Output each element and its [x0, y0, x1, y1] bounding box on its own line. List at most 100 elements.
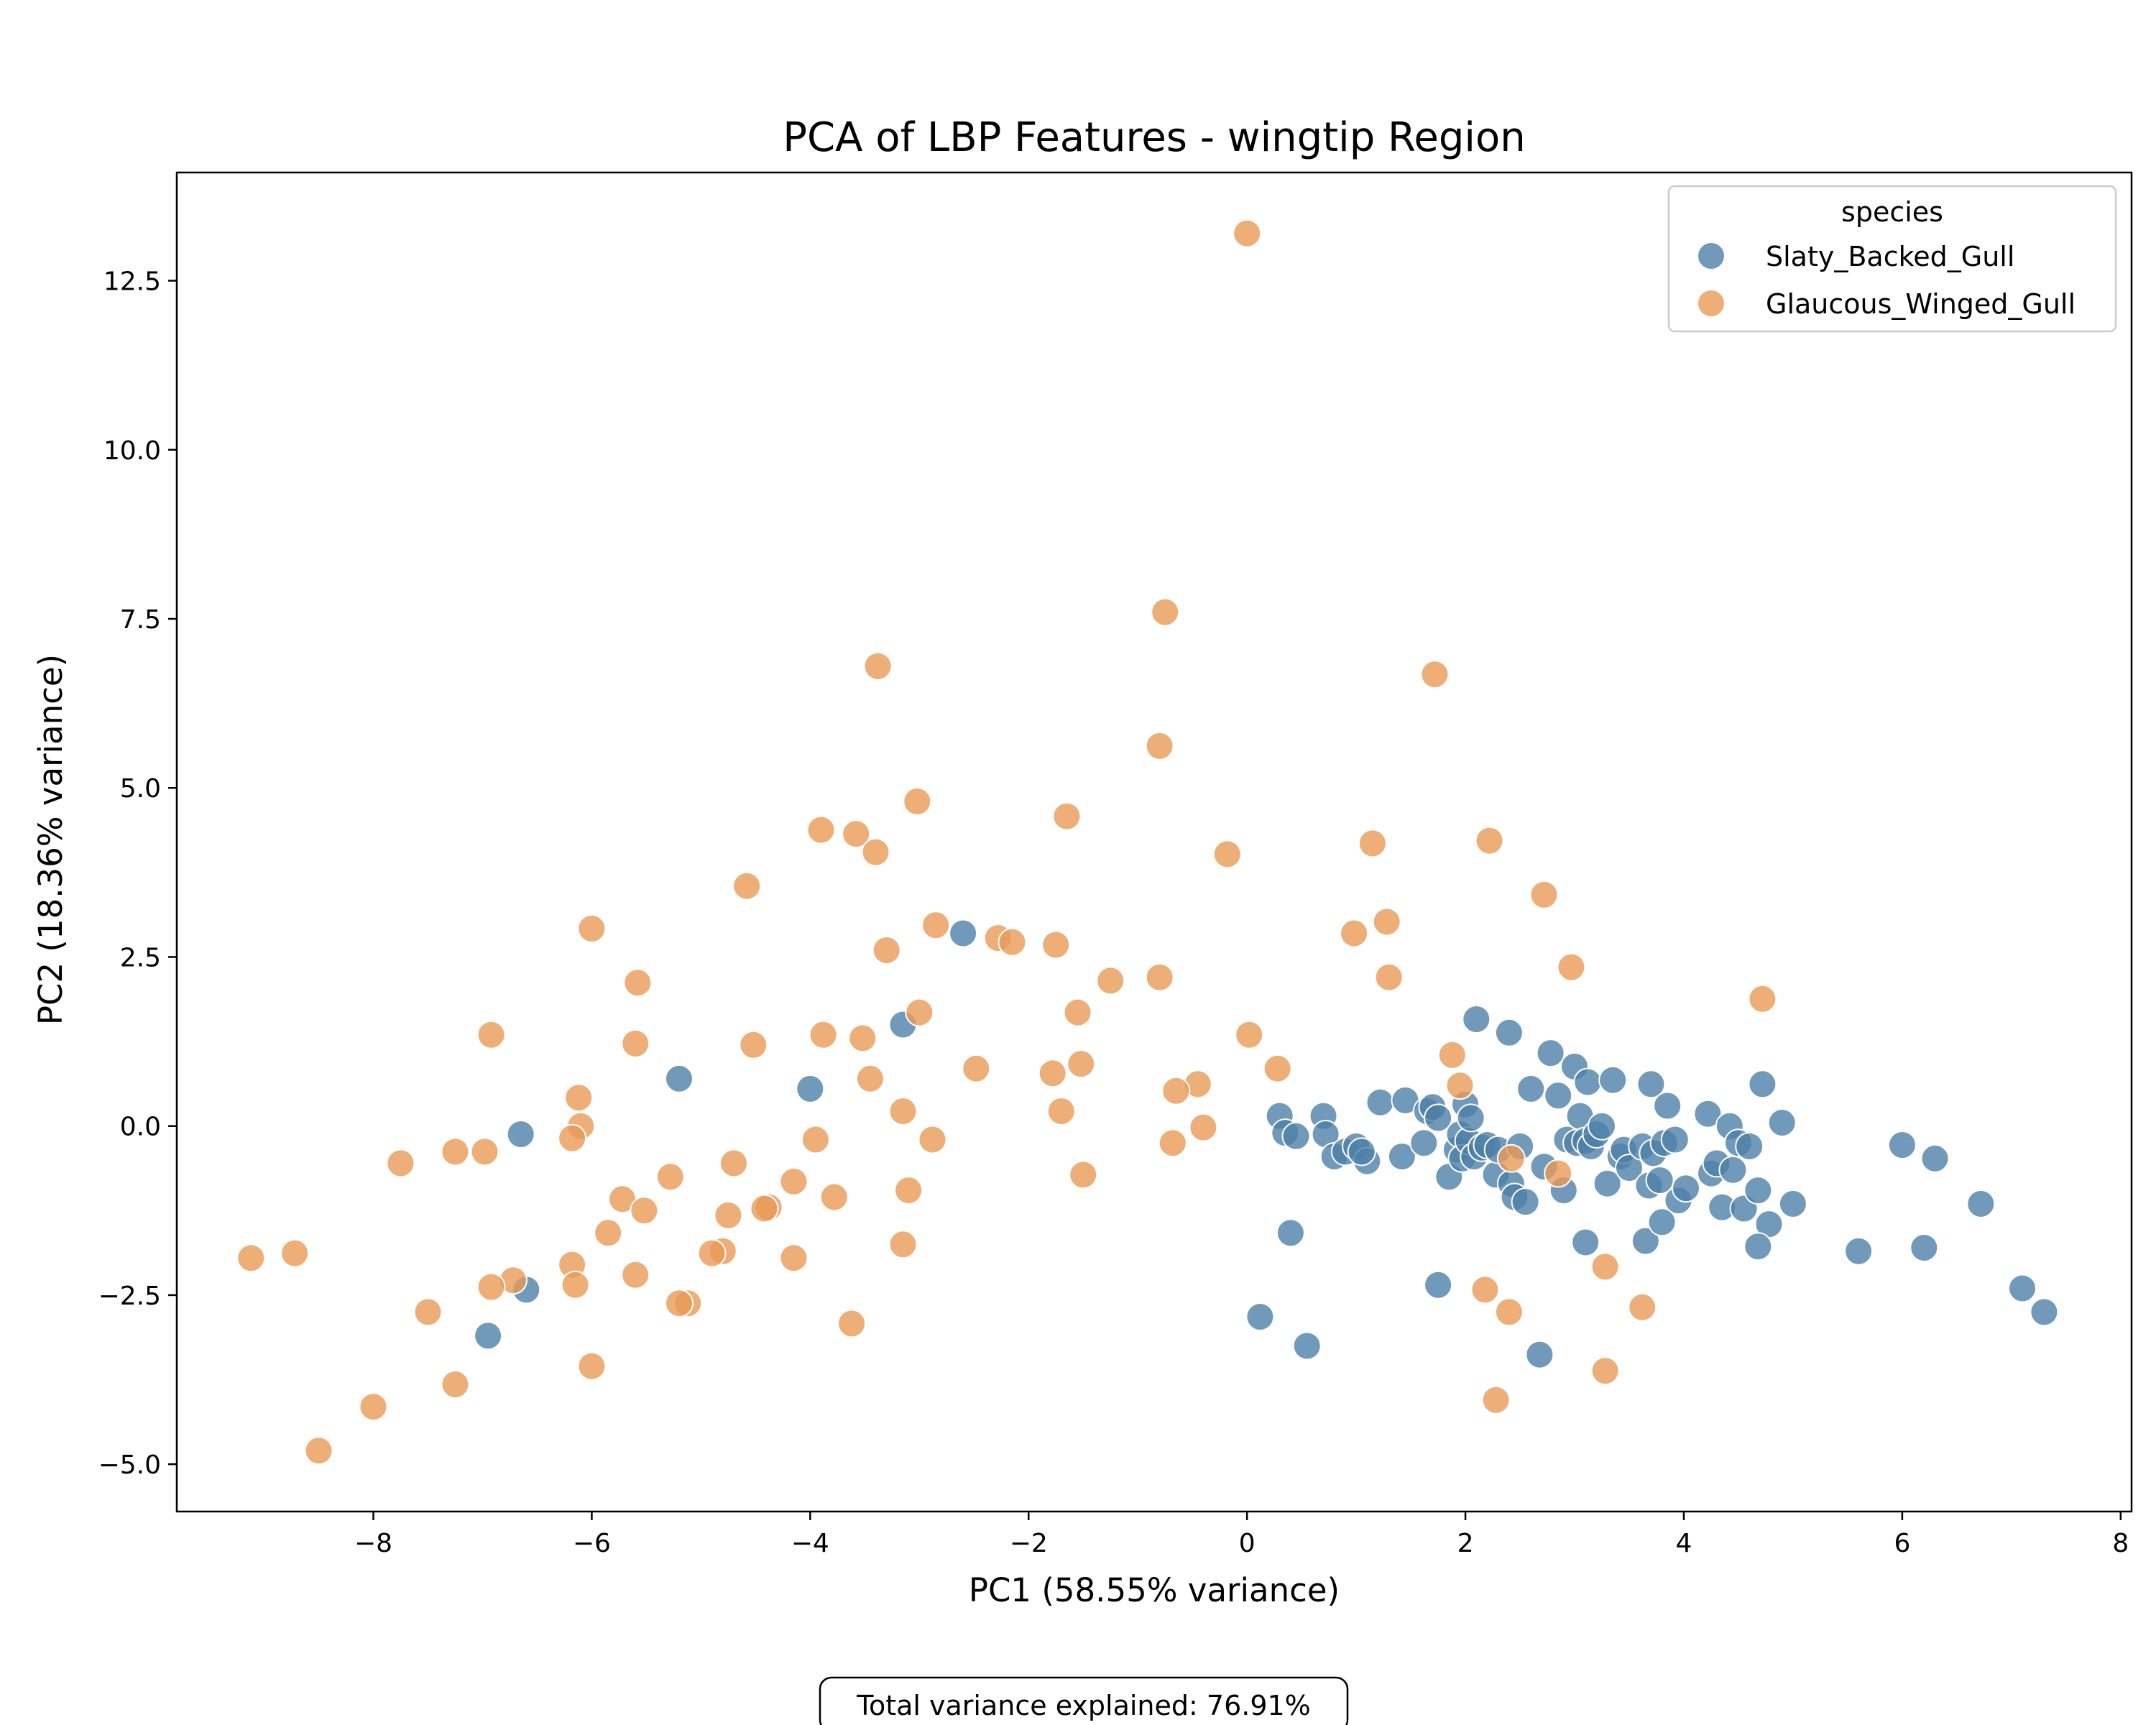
point-slaty-backed-gull-90 — [1245, 1302, 1275, 1331]
point-slaty-backed-gull-44 — [1536, 1039, 1565, 1068]
point-slaty-backed-gull-70 — [1672, 1174, 1700, 1203]
point-slaty-backed-gull-0 — [949, 919, 978, 948]
point-glaucous-winged-gull-72 — [888, 1230, 918, 1259]
point-glaucous-winged-gull-51 — [558, 1123, 587, 1153]
point-glaucous-winged-gull-63 — [779, 1167, 808, 1196]
point-slaty-backed-gull-85 — [1571, 1228, 1600, 1257]
point-glaucous-winged-gull-48 — [1046, 1097, 1076, 1126]
y-tick-label: 7.5 — [120, 605, 161, 635]
point-glaucous-winged-gull-5 — [903, 787, 932, 816]
point-glaucous-winged-gull-96 — [304, 1436, 333, 1466]
legend-label-slaty-backed-gull: Slaty_Backed_Gull — [1766, 241, 2014, 272]
point-slaty-backed-gull-45 — [1544, 1081, 1573, 1110]
total-variance-text: Total variance explained: 76.91% — [856, 1690, 1311, 1721]
point-glaucous-winged-gull-22 — [872, 936, 901, 965]
point-glaucous-winged-gull-35 — [621, 1029, 650, 1058]
point-glaucous-winged-gull-88 — [1470, 1275, 1500, 1305]
point-slaty-backed-gull-86 — [1631, 1226, 1660, 1256]
point-glaucous-winged-gull-57 — [386, 1149, 415, 1178]
point-glaucous-winged-gull-89 — [1494, 1297, 1524, 1327]
point-glaucous-winged-gull-64 — [894, 1176, 923, 1205]
point-slaty-backed-gull-60 — [1615, 1154, 1644, 1182]
legend-label-glaucous-winged-gull: Glaucous_Winged_Gull — [1766, 288, 2076, 320]
point-glaucous-winged-gull-29 — [905, 998, 934, 1027]
point-glaucous-winged-gull-59 — [1496, 1144, 1526, 1173]
point-glaucous-winged-gull-26 — [1145, 962, 1174, 992]
point-slaty-backed-gull-67 — [1653, 1091, 1682, 1121]
point-glaucous-winged-gull-74 — [697, 1238, 727, 1268]
point-slaty-backed-gull-88 — [1743, 1232, 1773, 1261]
point-glaucous-winged-gull-92 — [441, 1370, 470, 1399]
point-glaucous-winged-gull-17 — [1372, 907, 1401, 937]
point-glaucous-winged-gull-71 — [594, 1218, 623, 1248]
point-slaty-backed-gull-4 — [506, 1120, 535, 1149]
point-slaty-backed-gull-9 — [1281, 1121, 1311, 1151]
point-slaty-backed-gull-68 — [1660, 1125, 1690, 1154]
point-glaucous-winged-gull-2 — [863, 651, 893, 681]
x-tick-label: 2 — [1457, 1529, 1474, 1558]
point-glaucous-winged-gull-93 — [1590, 1356, 1620, 1386]
x-tick-label: 4 — [1676, 1529, 1692, 1558]
legend-box — [1667, 185, 2117, 333]
point-slaty-backed-gull-83 — [1767, 1108, 1797, 1137]
y-tick-label: 5.0 — [120, 774, 161, 804]
point-glaucous-winged-gull-39 — [962, 1054, 991, 1083]
point-slaty-backed-gull-55 — [1588, 1111, 1616, 1141]
x-tick-label: 8 — [2112, 1529, 2129, 1558]
point-slaty-backed-gull-2 — [665, 1064, 694, 1093]
point-glaucous-winged-gull-44 — [1445, 1071, 1475, 1100]
point-slaty-backed-gull-84 — [1778, 1189, 1807, 1218]
point-glaucous-winged-gull-34 — [1235, 1020, 1264, 1049]
point-slaty-backed-gull-42 — [1516, 1074, 1546, 1103]
legend-title: species — [1841, 196, 1943, 228]
x-axis-title: PC1 (58.55% variance) — [969, 1571, 1340, 1609]
point-glaucous-winged-gull-6 — [1052, 801, 1082, 831]
point-glaucous-winged-gull-54 — [1158, 1128, 1187, 1158]
point-slaty-backed-gull-94 — [1844, 1236, 1874, 1266]
legend: species Slaty_Backed_Gull Glaucous_Winge… — [1667, 185, 2117, 333]
point-glaucous-winged-gull-0 — [1233, 218, 1262, 248]
point-glaucous-winged-gull-16 — [921, 911, 951, 940]
point-glaucous-winged-gull-52 — [801, 1125, 830, 1154]
x-tick-label: −2 — [1010, 1529, 1048, 1558]
point-glaucous-winged-gull-94 — [359, 1392, 388, 1422]
point-glaucous-winged-gull-15 — [577, 914, 607, 943]
point-glaucous-winged-gull-3 — [1420, 660, 1450, 689]
point-slaty-backed-gull-71 — [1693, 1099, 1723, 1128]
point-slaty-backed-gull-96 — [1909, 1233, 1939, 1262]
x-tick-label: −4 — [791, 1529, 829, 1558]
point-slaty-backed-gull-87 — [1647, 1208, 1677, 1237]
point-slaty-backed-gull-65 — [1645, 1166, 1674, 1195]
point-slaty-backed-gull-100 — [2030, 1297, 2059, 1327]
point-glaucous-winged-gull-90 — [1628, 1292, 1657, 1322]
point-glaucous-winged-gull-84 — [665, 1289, 694, 1318]
point-glaucous-winged-gull-60 — [1544, 1159, 1573, 1188]
point-glaucous-winged-gull-76 — [280, 1238, 310, 1268]
point-glaucous-winged-gull-25 — [1096, 966, 1125, 995]
point-slaty-backed-gull-79 — [1735, 1131, 1764, 1161]
point-glaucous-winged-gull-36 — [739, 1030, 768, 1059]
point-glaucous-winged-gull-13 — [732, 871, 762, 901]
point-glaucous-winged-gull-12 — [1475, 826, 1504, 855]
legend-marker-glaucous-winged-gull — [1697, 289, 1726, 318]
total-variance-box — [819, 1676, 1349, 1725]
point-slaty-backed-gull-56 — [1593, 1169, 1622, 1198]
point-glaucous-winged-gull-65 — [819, 1182, 849, 1212]
point-slaty-backed-gull-16 — [1347, 1137, 1376, 1167]
point-glaucous-winged-gull-55 — [441, 1137, 470, 1167]
point-glaucous-winged-gull-87 — [1590, 1252, 1620, 1282]
point-slaty-backed-gull-92 — [1424, 1270, 1453, 1300]
point-glaucous-winged-gull-14 — [1529, 880, 1559, 909]
y-tick-label: 12.5 — [103, 267, 161, 297]
point-glaucous-winged-gull-7 — [806, 815, 836, 845]
point-glaucous-winged-gull-47 — [888, 1097, 918, 1126]
point-glaucous-winged-gull-95 — [1481, 1385, 1511, 1414]
plot-frame — [175, 171, 2133, 1513]
x-tick-label: 6 — [1894, 1529, 1910, 1558]
point-glaucous-winged-gull-79 — [621, 1260, 650, 1289]
x-tick-label: −8 — [354, 1529, 392, 1558]
y-tick-label: −5.0 — [98, 1450, 161, 1480]
point-slaty-backed-gull-6 — [474, 1321, 503, 1351]
point-glaucous-winged-gull-38 — [1067, 1049, 1096, 1079]
